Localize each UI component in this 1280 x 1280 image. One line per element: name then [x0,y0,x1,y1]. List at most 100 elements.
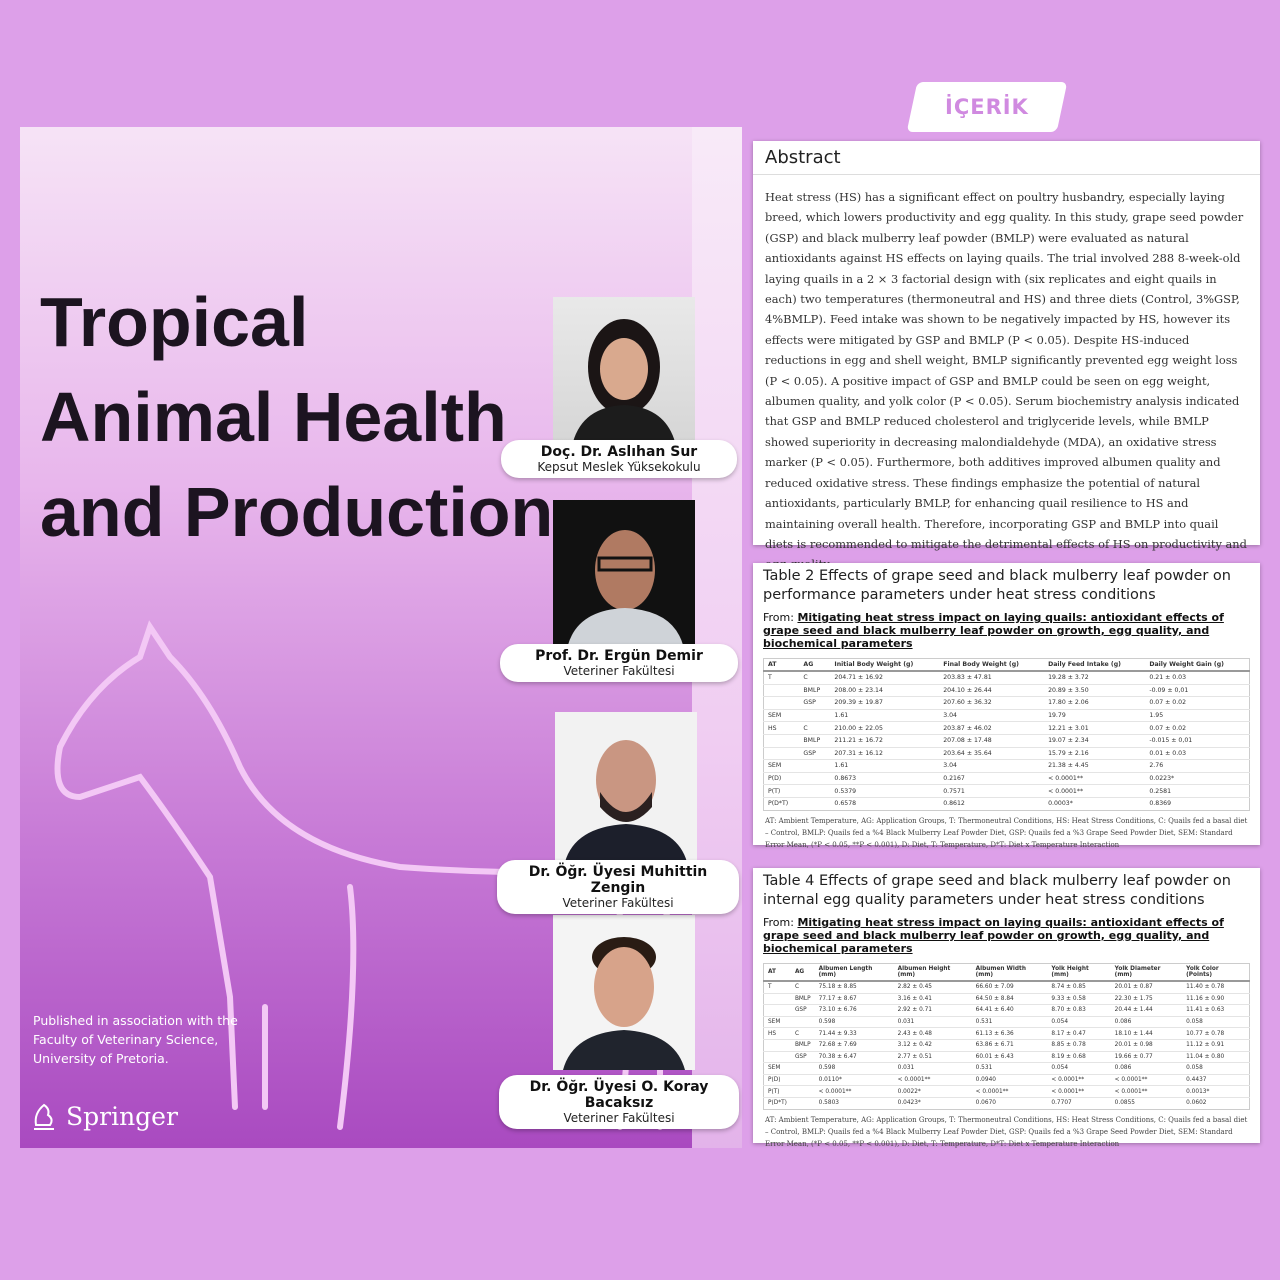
header-row: AT AG Albumen Length (mm) Albumen Height (m… [763,963,1250,982]
table-cell: 0.0423* [893,1096,972,1110]
table-cell: P(D*T) [763,796,800,811]
table-cell: GSP [799,746,831,760]
table-cell: C [790,980,815,994]
table-cell: 0.598 [814,1015,894,1028]
source-line: From: Mitigating heat stress impact on l… [763,611,1224,650]
table-cell [799,771,831,785]
table-row: GSP 73.10 ± 6.76 2.92 ± 0.71 64.41 ± 6.40 8.… [763,1004,1250,1017]
table-cell: 0.0022* [893,1085,972,1098]
abstract-panel: Abstract Heat stress (HS) has a signific… [753,141,1260,571]
table-cell [763,992,791,1005]
table-cell: 0.07 ± 0.02 [1145,721,1250,735]
table-cell: 19.28 ± 3.72 [1044,670,1146,685]
table-cell: < 0.0001** [1044,771,1146,785]
table-row: HS C 210.00 ± 22.05 203.87 ± 46.02 12.21 ± 3… [763,721,1250,735]
table-cell: 64.50 ± 8.84 [971,992,1048,1005]
table-row: P(D) 0.8673 0.2167 < 0.0001** 0.0223* [763,771,1250,785]
table-cell: 0.21 ± 0.03 [1145,670,1250,685]
abstract-heading: Abstract [753,141,1260,175]
column-header: Final Body Weight (g) [939,658,1045,672]
column-header: Initial Body Weight (g) [830,658,940,672]
table-cell [763,1050,791,1063]
table-cell: T [763,980,791,994]
table-cell: < 0.0001** [1110,1085,1183,1098]
table-cell: 61.13 ± 6.36 [971,1027,1048,1040]
table-cell: 20.01 ± 0.98 [1110,1038,1183,1052]
table-row: GSP 209.39 ± 19.87 207.60 ± 36.32 17.80 ± 2… [763,696,1250,710]
author-photo [553,297,695,442]
article-link[interactable]: Mitigating heat stress impact on laying … [763,916,1224,955]
table-cell: 11.41 ± 0.63 [1182,1004,1250,1017]
table-cell: 203.64 ± 35.64 [939,746,1045,760]
table-cell: 19.79 [1044,708,1146,722]
table-cell: BMLP [799,683,831,697]
table-cell: 70.38 ± 6.47 [814,1050,894,1063]
table-cell: 3.04 [939,708,1045,722]
data-table: AT AG Initial Body Weight (g) Final Body We… [763,658,1250,811]
column-header: Yolk Color (Points) [1182,963,1250,982]
table-cell [763,683,800,697]
column-header: Yolk Diameter (mm) [1110,963,1183,982]
table-cell: BMLP [799,733,831,748]
table-cell [799,784,831,798]
column-header: AT [763,963,791,982]
table-cell: 2.92 ± 0.71 [893,1004,972,1017]
table-cell: 9.33 ± 0.58 [1047,992,1111,1005]
table-cell: 66.60 ± 7.09 [971,980,1048,994]
table-row: SEM 0.598 0.031 0.531 0.054 0.086 0.058 [763,1015,1250,1028]
abstract-text: Heat stress (HS) has a significant effec… [765,190,1247,571]
table-cell [763,1004,791,1017]
icerik-tag: İÇERİK [906,82,1068,132]
table-cell: P(D*T) [763,1096,791,1110]
column-header: Daily Weight Gain (g) [1145,658,1250,672]
table-cell: 0.7707 [1047,1096,1111,1110]
table-cell: 17.80 ± 2.06 [1044,696,1146,710]
table-cell: 0.0855 [1110,1096,1183,1110]
table-cell: 203.83 ± 47.81 [939,670,1045,685]
column-header: Albumen Length (mm) [814,963,894,982]
table-cell [790,1073,815,1086]
table-cell: 0.054 [1047,1015,1111,1028]
table-cell [799,759,831,773]
article-link[interactable]: Mitigating heat stress impact on laying … [763,611,1224,650]
table-cell: C [799,721,831,735]
table-cell: P(D) [763,1073,791,1086]
table-row: P(D*T) 0.6578 0.8612 0.0003* 0.8369 [763,796,1250,811]
table-cell: 0.8673 [830,771,940,785]
column-header: AT [763,658,800,672]
table-cell: 77.17 ± 8.67 [814,992,894,1005]
springer-horse-icon [34,1103,54,1130]
table-cell: 0.2581 [1145,784,1250,798]
table-cell: 20.89 ± 3.50 [1044,683,1146,697]
table-row: GSP 70.38 ± 6.47 2.77 ± 0.51 60.01 ± 6.43 8.… [763,1050,1250,1063]
author-card: Dr. Öğr. Üyesi O. Koray Bacaksız Veterine… [499,1075,739,1129]
table-cell: GSP [790,1050,815,1063]
table-cell: 8.17 ± 0.47 [1047,1027,1111,1040]
table-cell: T [763,670,800,685]
source-line: From: Mitigating heat stress impact on l… [763,916,1224,955]
table-cell: 20.44 ± 1.44 [1110,1004,1183,1017]
table-cell: BMLP [790,1038,815,1052]
table-cell: 8.74 ± 0.85 [1047,980,1111,994]
table-cell: SEM [763,708,800,722]
table-cell: 11.16 ± 0.90 [1182,992,1250,1005]
springer-logo: Springer [30,1099,178,1133]
table-4-panel: Table 4 Effects of grape seed and black … [753,868,1260,1148]
table-cell: < 0.0001** [971,1085,1048,1098]
table-cell: 19.66 ± 0.77 [1110,1050,1183,1063]
table-cell [790,1062,815,1075]
table-title: Table 4 Effects of grape seed and black … [763,873,1231,908]
author-card: Prof. Dr. Ergün Demir Veteriner Fakültesi [500,644,738,682]
table-cell: HS [763,1027,791,1040]
table-cell: < 0.0001** [893,1073,972,1086]
table-cell: 208.00 ± 23.14 [830,683,940,697]
table-cell: GSP [799,696,831,710]
table-cell: 73.10 ± 6.76 [814,1004,894,1017]
table-cell: < 0.0001** [1047,1085,1111,1098]
table-cell: 2.82 ± 0.45 [893,980,972,994]
table-cell: 0.8612 [939,796,1045,811]
table-cell: 19.07 ± 2.34 [1044,733,1146,748]
cover-strip [692,127,742,1148]
table-row: P(D*T) 0.5803 0.0423* 0.0670 0.7707 0.0855 0.0… [763,1096,1250,1110]
table-cell: 72.68 ± 7.69 [814,1038,894,1052]
